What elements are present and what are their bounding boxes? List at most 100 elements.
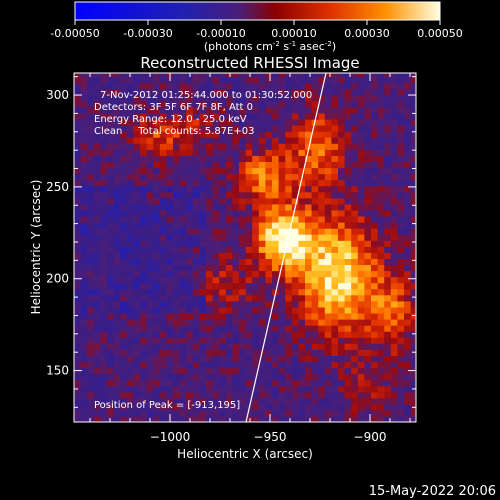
heatmap-cell — [338, 82, 346, 90]
heatmap-cell — [80, 325, 88, 332]
heatmap-cell — [186, 349, 194, 356]
heatmap-cell — [206, 325, 214, 332]
heatmap-cell — [298, 379, 306, 387]
heatmap-cell — [199, 258, 207, 265]
heatmap-cell — [146, 149, 154, 156]
heatmap-cell — [397, 76, 405, 84]
heatmap-cell — [140, 349, 148, 356]
heatmap-cell — [159, 137, 167, 144]
heatmap-cell — [324, 258, 332, 265]
heatmap-cell — [159, 361, 167, 369]
heatmap-cell — [192, 149, 200, 156]
heatmap-cell — [404, 82, 412, 90]
heatmap-cell — [258, 143, 266, 150]
heatmap-cell — [179, 167, 187, 175]
colorbar-unit-label: (photons cm-2 s-1 asec-2) — [204, 40, 336, 53]
heatmap-cell — [74, 252, 82, 259]
heatmap-cell — [258, 246, 266, 253]
heatmap-cell — [219, 149, 227, 156]
heatmap-cell — [397, 361, 405, 369]
heatmap-cell — [377, 409, 385, 417]
heatmap-cell — [232, 270, 240, 278]
heatmap-cell — [338, 379, 346, 387]
heatmap-cell — [100, 149, 108, 156]
heatmap-cell — [219, 228, 227, 235]
heatmap-cell — [278, 270, 286, 278]
heatmap-cell — [232, 137, 240, 144]
heatmap-cell — [113, 88, 121, 96]
heatmap-cell — [166, 209, 174, 217]
heatmap-cell — [179, 143, 187, 150]
heatmap-cell — [344, 167, 352, 175]
heatmap-cell — [140, 76, 148, 84]
heatmap-cell — [93, 349, 101, 356]
heatmap-cell — [338, 331, 346, 338]
heatmap-cell — [397, 300, 405, 308]
heatmap-cell — [305, 294, 313, 302]
heatmap-cell — [298, 82, 306, 90]
heatmap-cell — [278, 209, 286, 217]
heatmap-cell — [351, 367, 359, 375]
heatmap-cell — [146, 246, 154, 253]
heatmap-cell — [397, 379, 405, 387]
heatmap-cell — [265, 185, 273, 193]
heatmap-cell — [331, 131, 339, 138]
heatmap-cell — [186, 215, 194, 223]
heatmap-cell — [331, 118, 339, 126]
heatmap-cell — [371, 228, 379, 235]
heatmap-cell — [120, 149, 128, 156]
heatmap-cell — [80, 270, 88, 278]
heatmap-cell — [258, 240, 266, 247]
heatmap-cell — [206, 88, 214, 96]
heatmap-cell — [291, 118, 299, 126]
heatmap-cell — [80, 94, 88, 102]
heatmap-cell — [192, 367, 200, 375]
heatmap-cell — [318, 234, 326, 241]
heatmap-cell — [245, 161, 253, 169]
heatmap-cell — [377, 88, 385, 96]
heatmap-cell — [113, 240, 121, 247]
heatmap-cell — [153, 258, 161, 265]
heatmap-cell — [397, 385, 405, 393]
heatmap-cell — [173, 409, 181, 417]
heatmap-cell — [186, 203, 194, 211]
heatmap-cell — [186, 94, 194, 102]
heatmap-cell — [338, 94, 346, 102]
heatmap-cell — [140, 215, 148, 223]
heatmap-cell — [331, 294, 339, 302]
heatmap-cell — [206, 215, 214, 223]
heatmap-cell — [357, 203, 365, 211]
heatmap-cell — [324, 125, 332, 132]
heatmap-cell — [357, 355, 365, 362]
heatmap-cell — [93, 312, 101, 320]
heatmap-cell — [126, 252, 134, 259]
heatmap-cell — [74, 215, 82, 223]
heatmap-cell — [384, 228, 392, 235]
heatmap-cell — [245, 397, 253, 405]
heatmap-cell — [397, 349, 405, 356]
heatmap-cell — [252, 397, 260, 405]
heatmap-cell — [93, 209, 101, 217]
heatmap-cell — [126, 94, 134, 102]
heatmap-cell — [258, 167, 266, 175]
heatmap-cell — [199, 264, 207, 272]
heatmap-cell — [351, 149, 359, 156]
heatmap-cell — [120, 100, 128, 108]
heatmap-cell — [252, 240, 260, 247]
heatmap-cell — [179, 173, 187, 181]
heatmap-cell — [173, 252, 181, 259]
heatmap-cell — [153, 106, 161, 114]
heatmap-cell — [364, 82, 372, 90]
heatmap-cell — [258, 100, 266, 108]
heatmap-cell — [212, 191, 220, 199]
colorbar-tick-label: 0.00050 — [417, 27, 463, 40]
heatmap-cell — [159, 106, 167, 114]
heatmap-cell — [179, 319, 187, 326]
heatmap-cell — [232, 331, 240, 338]
heatmap-cell — [159, 125, 167, 132]
heatmap-cell — [252, 349, 260, 356]
heatmap-cell — [173, 137, 181, 144]
heatmap-cell — [113, 167, 121, 175]
heatmap-cell — [410, 246, 416, 253]
heatmap-cell — [100, 94, 108, 102]
